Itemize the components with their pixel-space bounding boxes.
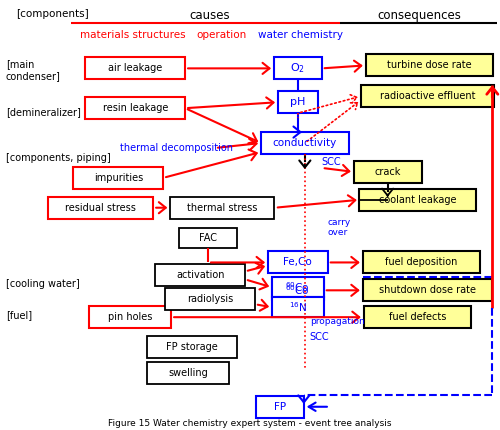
Bar <box>90 306 171 328</box>
Text: shutdown dose rate: shutdown dose rate <box>379 286 476 295</box>
Text: crack: crack <box>374 167 401 177</box>
Bar <box>366 55 494 77</box>
Bar <box>364 306 472 328</box>
Text: FP storage: FP storage <box>166 342 218 352</box>
Bar <box>170 197 274 219</box>
Bar <box>274 58 322 79</box>
Text: swelling: swelling <box>168 368 208 378</box>
Text: radioactive effluent: radioactive effluent <box>380 91 476 101</box>
Text: thermal stress: thermal stress <box>187 203 258 213</box>
Text: pin holes: pin holes <box>108 312 152 322</box>
Text: carry
over: carry over <box>328 218 351 237</box>
Text: SCC: SCC <box>310 332 330 342</box>
Bar <box>354 161 422 183</box>
Text: residual stress: residual stress <box>65 203 136 213</box>
Text: [cooling water]: [cooling water] <box>6 280 80 289</box>
Bar <box>360 85 494 107</box>
Bar <box>148 336 237 358</box>
Text: [demineralizer]: [demineralizer] <box>6 107 80 117</box>
Bar <box>86 58 185 79</box>
Text: [fuel]: [fuel] <box>6 310 32 320</box>
Bar <box>148 362 229 384</box>
Bar <box>86 97 185 119</box>
Text: coolant leakage: coolant leakage <box>379 195 456 205</box>
Bar <box>268 252 328 273</box>
Bar <box>48 197 153 219</box>
Bar <box>272 280 324 300</box>
Text: operation: operation <box>196 30 246 40</box>
Bar <box>74 167 163 189</box>
Text: activation: activation <box>176 270 224 280</box>
Text: thermal decomposition: thermal decomposition <box>120 143 234 153</box>
Text: FP: FP <box>274 402 286 412</box>
Text: materials structures: materials structures <box>80 30 186 40</box>
Bar <box>278 91 318 113</box>
Text: SCC: SCC <box>322 157 342 167</box>
Text: water chemistry: water chemistry <box>258 30 343 40</box>
Text: pH: pH <box>290 97 306 107</box>
Text: propagation: propagation <box>310 316 364 326</box>
Text: $^{16}$N: $^{16}$N <box>288 300 307 314</box>
Text: turbine dose rate: turbine dose rate <box>387 60 472 71</box>
Text: O$_2$: O$_2$ <box>290 61 306 75</box>
Bar <box>272 277 324 297</box>
Text: [components]: [components] <box>16 9 88 18</box>
Text: resin leakage: resin leakage <box>102 103 168 113</box>
Bar <box>165 289 255 310</box>
Bar <box>261 132 348 154</box>
Text: $^{60}$Co: $^{60}$Co <box>286 283 310 297</box>
Text: FAC: FAC <box>199 233 217 243</box>
Text: consequences: consequences <box>378 9 462 22</box>
Bar <box>272 297 324 317</box>
Text: radiolysis: radiolysis <box>187 294 233 304</box>
Text: [components, piping]: [components, piping] <box>6 153 110 163</box>
Bar <box>179 227 237 248</box>
Bar <box>358 189 476 211</box>
Text: $^{60}$Co: $^{60}$Co <box>286 280 310 294</box>
Bar <box>362 280 492 301</box>
Text: Fe,Co: Fe,Co <box>284 258 312 267</box>
Text: conductivity: conductivity <box>272 138 337 148</box>
Text: fuel deposition: fuel deposition <box>386 258 458 267</box>
Text: Figure 15 Water chemistry expert system - event tree analysis: Figure 15 Water chemistry expert system … <box>108 419 392 428</box>
Text: air leakage: air leakage <box>108 63 162 74</box>
Text: [main
condenser]: [main condenser] <box>6 60 60 81</box>
Bar <box>156 264 245 286</box>
Bar <box>362 252 480 273</box>
Bar <box>256 396 304 418</box>
Text: fuel defects: fuel defects <box>389 312 446 322</box>
Text: causes: causes <box>190 9 230 22</box>
Text: impurities: impurities <box>94 173 143 183</box>
